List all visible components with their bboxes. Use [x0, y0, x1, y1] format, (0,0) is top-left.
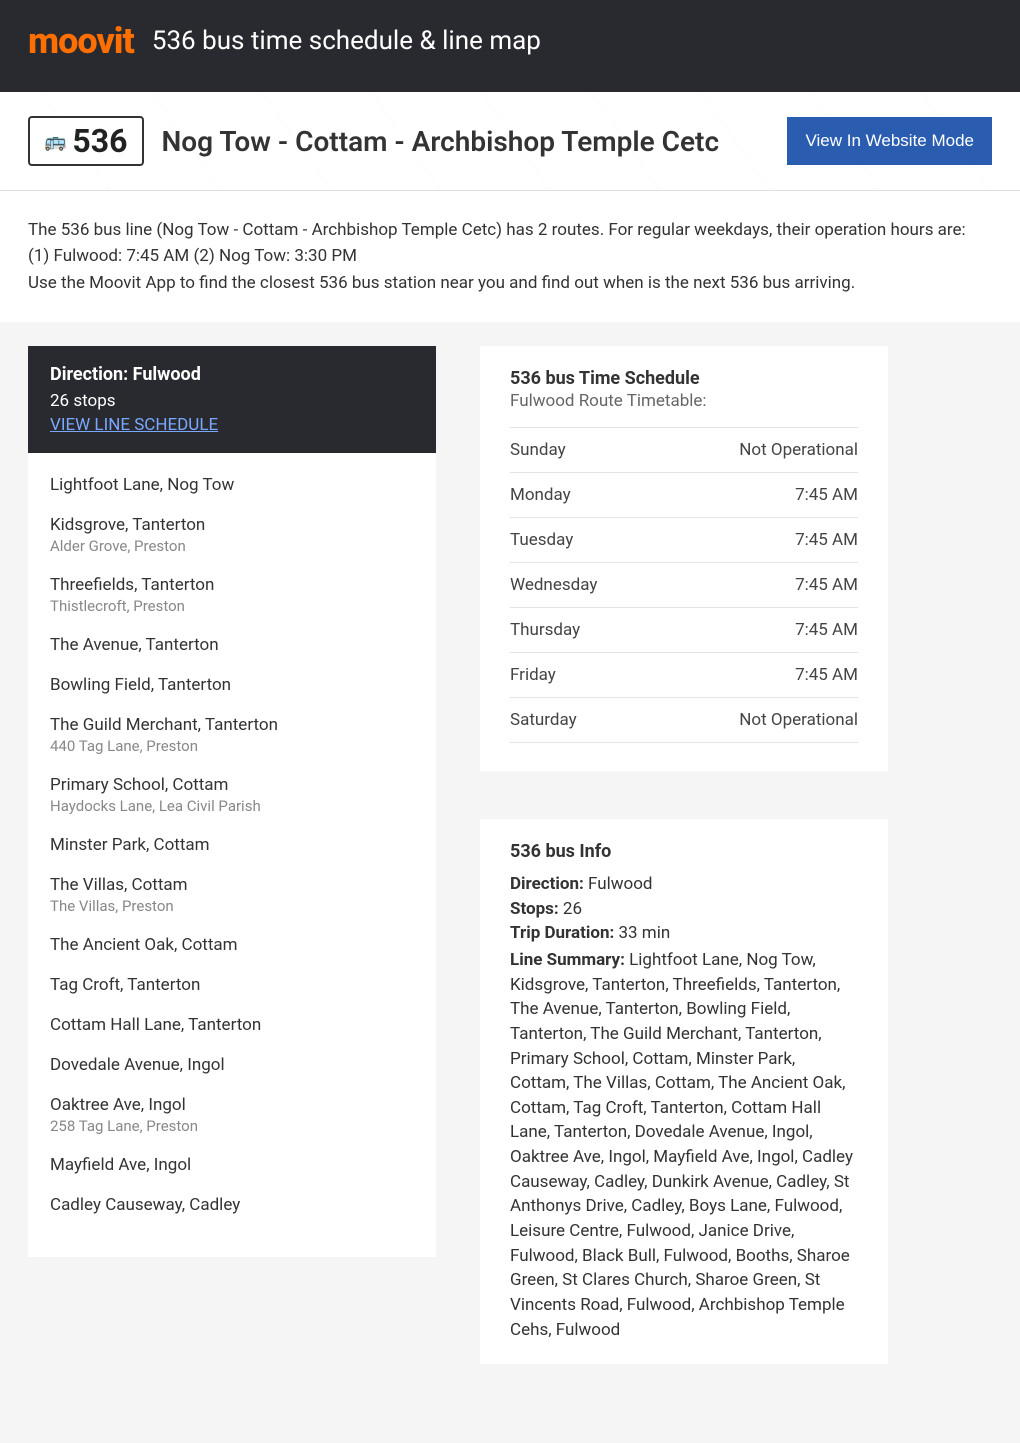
direction-stops-count: 26 stops: [50, 391, 414, 411]
schedule-row: Saturday Not Operational: [510, 698, 858, 743]
schedule-day: Thursday: [510, 620, 580, 640]
info-summary-label: Line Summary:: [510, 950, 625, 970]
schedule-title: 536 bus Time Schedule: [510, 368, 858, 389]
stops-list: Lightfoot Lane, Nog Tow Kidsgrove, Tanter…: [28, 453, 436, 1257]
left-column: Direction: Fulwood 26 stops VIEW LINE SC…: [28, 346, 436, 1257]
schedule-subtitle: Fulwood Route Timetable:: [510, 391, 858, 411]
stop-item: Lightfoot Lane, Nog Tow: [50, 475, 414, 495]
stop-name: Bowling Field, Tanterton: [50, 675, 414, 695]
stop-name: Oaktree Ave, Ingol: [50, 1095, 414, 1115]
stop-item: Primary School, Cottam Haydocks Lane, Lea…: [50, 775, 414, 815]
schedule-day: Saturday: [510, 710, 577, 730]
view-line-schedule-link[interactable]: VIEW LINE SCHEDULE: [50, 415, 218, 435]
stop-name: Mayfield Ave, Ingol: [50, 1155, 414, 1175]
stop-name: The Ancient Oak, Cottam: [50, 935, 414, 955]
route-number: 536: [72, 122, 127, 160]
schedule-day: Friday: [510, 665, 556, 685]
view-website-mode-button[interactable]: View In Website Mode: [787, 117, 992, 165]
schedule-time: 7:45 AM: [795, 620, 858, 640]
schedule-table: SundayNot OperationalMonday7:45 AMTuesda…: [510, 427, 858, 743]
info-duration: Trip Duration: 33 min: [510, 921, 858, 946]
stop-name: The Guild Merchant, Tanterton: [50, 715, 414, 735]
bus-icon: 🚌: [44, 131, 66, 152]
schedule-time: 7:45 AM: [795, 575, 858, 595]
intro-line-2: (1) Fulwood: 7:45 AM (2) Nog Tow: 3:30 P…: [28, 243, 992, 269]
stop-name: The Villas, Cottam: [50, 875, 414, 895]
info-title: 536 bus Info: [510, 841, 858, 862]
route-badge: 🚌 536: [28, 116, 144, 166]
schedule-day: Wednesday: [510, 575, 597, 595]
schedule-row: Wednesday 7:45 AM: [510, 563, 858, 608]
logo[interactable]: moovit: [28, 20, 134, 62]
schedule-time: 7:45 AM: [795, 665, 858, 685]
header-bar: moovit 536 bus time schedule & line map: [0, 0, 1020, 92]
stop-item: Cadley Causeway, Cadley: [50, 1195, 414, 1215]
schedule-row: Monday 7:45 AM: [510, 473, 858, 518]
stop-sublabel: The Villas, Preston: [50, 897, 414, 915]
schedule-row: Sunday Not Operational: [510, 427, 858, 473]
stop-name: Threefields, Tanterton: [50, 575, 414, 595]
info-card: 536 bus Info Direction: Fulwood Stops: 2…: [480, 819, 888, 1364]
stop-item: The Avenue, Tanterton: [50, 635, 414, 655]
stop-item: The Villas, Cottam The Villas, Preston: [50, 875, 414, 915]
stop-name: The Avenue, Tanterton: [50, 635, 414, 655]
stop-item: Oaktree Ave, Ingol 258 Tag Lane, Preston: [50, 1095, 414, 1135]
intro-text: The 536 bus line (Nog Tow - Cottam - Arc…: [0, 191, 1020, 322]
stop-name: Dovedale Avenue, Ingol: [50, 1055, 414, 1075]
info-summary-value: Lightfoot Lane, Nog Tow, Kidsgrove, Tant…: [510, 950, 853, 1340]
stop-item: Minster Park, Cottam: [50, 835, 414, 855]
stop-item: The Guild Merchant, Tanterton 440 Tag Lan…: [50, 715, 414, 755]
stop-name: Cadley Causeway, Cadley: [50, 1195, 414, 1215]
schedule-time: Not Operational: [739, 440, 858, 460]
schedule-time: Not Operational: [739, 710, 858, 730]
stop-sublabel: 440 Tag Lane, Preston: [50, 737, 414, 755]
info-duration-label: Trip Duration:: [510, 923, 614, 943]
stop-item: Threefields, Tanterton Thistlecroft, Pres…: [50, 575, 414, 615]
subheader: 🚌 536 Nog Tow - Cottam - Archbishop Temp…: [0, 92, 1020, 191]
schedule-row: Tuesday 7:45 AM: [510, 518, 858, 563]
info-direction: Direction: Fulwood: [510, 872, 858, 897]
schedule-time: 7:45 AM: [795, 530, 858, 550]
info-stops-value: 26: [559, 899, 582, 919]
stop-sublabel: 258 Tag Lane, Preston: [50, 1117, 414, 1135]
stop-item: Bowling Field, Tanterton: [50, 675, 414, 695]
main-columns: Direction: Fulwood 26 stops VIEW LINE SC…: [0, 346, 1020, 1364]
schedule-row: Thursday 7:45 AM: [510, 608, 858, 653]
stop-sublabel: Thistlecroft, Preston: [50, 597, 414, 615]
stop-sublabel: Haydocks Lane, Lea Civil Parish: [50, 797, 414, 815]
info-summary: Line Summary: Lightfoot Lane, Nog Tow, K…: [510, 948, 858, 1342]
stop-item: The Ancient Oak, Cottam: [50, 935, 414, 955]
schedule-day: Monday: [510, 485, 571, 505]
stop-item: Mayfield Ave, Ingol: [50, 1155, 414, 1175]
intro-line-1: The 536 bus line (Nog Tow - Cottam - Arc…: [28, 217, 992, 243]
schedule-time: 7:45 AM: [795, 485, 858, 505]
direction-title: Direction: Fulwood: [50, 364, 414, 385]
schedule-card: 536 bus Time Schedule Fulwood Route Time…: [480, 346, 888, 771]
stop-item: Kidsgrove, Tanterton Alder Grove, Preston: [50, 515, 414, 555]
info-stops: Stops: 26: [510, 897, 858, 922]
stop-sublabel: Alder Grove, Preston: [50, 537, 414, 555]
stop-item: Cottam Hall Lane, Tanterton: [50, 1015, 414, 1035]
page-title: 536 bus time schedule & line map: [152, 26, 541, 56]
stop-name: Primary School, Cottam: [50, 775, 414, 795]
schedule-day: Sunday: [510, 440, 566, 460]
schedule-row: Friday 7:45 AM: [510, 653, 858, 698]
stop-name: Kidsgrove, Tanterton: [50, 515, 414, 535]
stop-name: Cottam Hall Lane, Tanterton: [50, 1015, 414, 1035]
intro-line-3: Use the Moovit App to find the closest 5…: [28, 270, 992, 296]
info-duration-value: 33 min: [614, 923, 670, 943]
info-direction-value: Fulwood: [584, 874, 653, 894]
direction-card: Direction: Fulwood 26 stops VIEW LINE SC…: [28, 346, 436, 453]
info-stops-label: Stops:: [510, 899, 559, 919]
stop-name: Tag Croft, Tanterton: [50, 975, 414, 995]
route-name: Nog Tow - Cottam - Archbishop Temple Cet…: [162, 125, 720, 158]
info-direction-label: Direction:: [510, 874, 584, 894]
schedule-day: Tuesday: [510, 530, 573, 550]
route-badge-wrap: 🚌 536 Nog Tow - Cottam - Archbishop Temp…: [28, 116, 719, 166]
stop-name: Lightfoot Lane, Nog Tow: [50, 475, 414, 495]
stop-item: Tag Croft, Tanterton: [50, 975, 414, 995]
stop-name: Minster Park, Cottam: [50, 835, 414, 855]
right-column: 536 bus Time Schedule Fulwood Route Time…: [480, 346, 888, 1364]
stop-item: Dovedale Avenue, Ingol: [50, 1055, 414, 1075]
